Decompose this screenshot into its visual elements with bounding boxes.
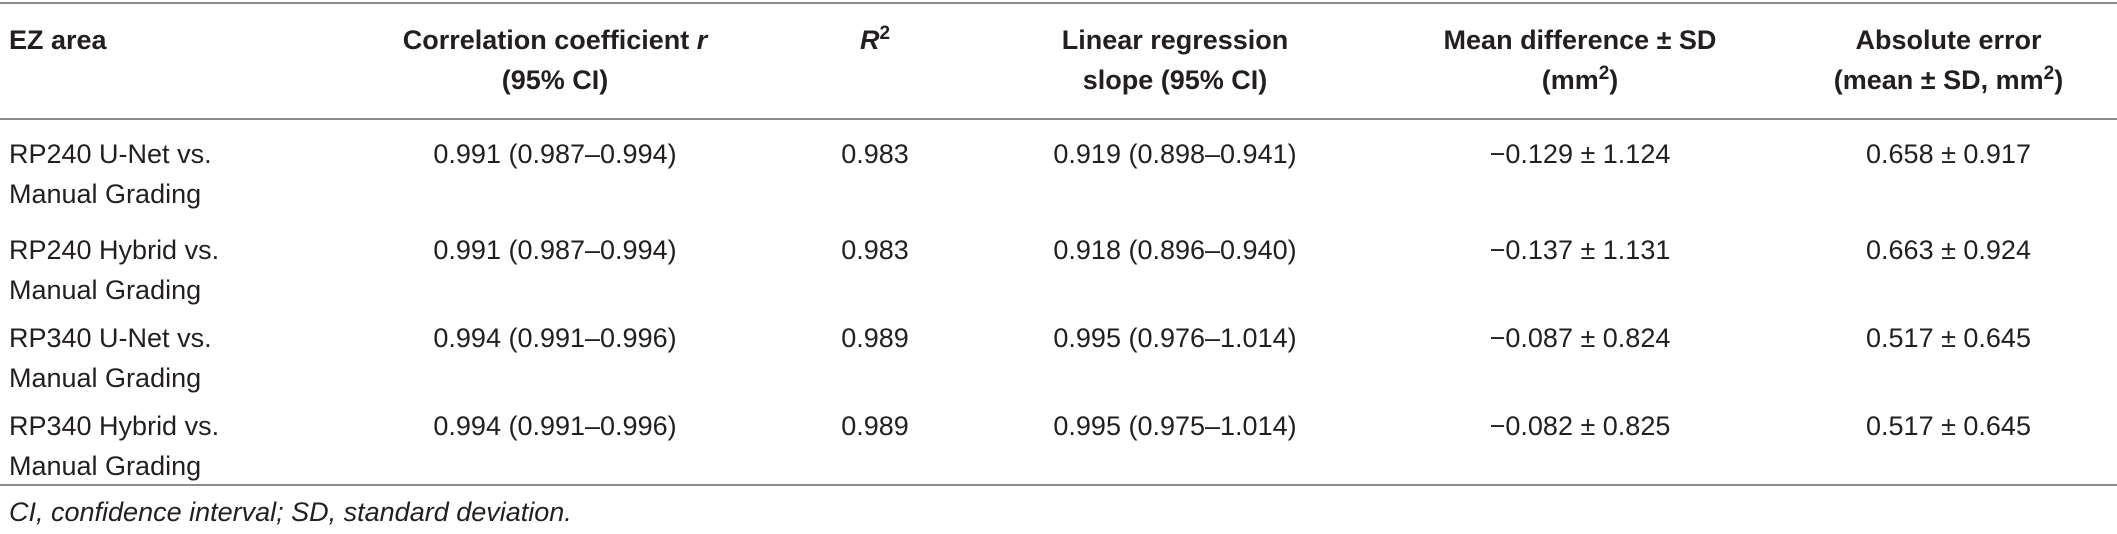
cell-ez-area-line1: RP340 U-Net vs. — [9, 323, 212, 353]
header-ez-area-label: EZ area — [9, 25, 107, 55]
cell-ez-area-line1: RP240 Hybrid vs. — [9, 235, 220, 265]
header-r-squared-base: R — [859, 25, 880, 55]
cell-r-squared: 0.983 — [841, 235, 909, 265]
cell-absolute-error: 0.517 ± 0.645 — [1866, 323, 2031, 353]
header-absolute-error: Absolute error (mean ± SD, mm2) — [1780, 4, 2117, 118]
table-row: RP240 U-Net vs. Manual Grading 0.991 (0.… — [0, 118, 2117, 230]
header-correlation-r: r — [696, 25, 708, 55]
cell-slope: 0.918 (0.896–0.940) — [1053, 235, 1297, 265]
header-mean-difference-unit: (mm — [1541, 65, 1599, 95]
cell-mean-difference: −0.137 ± 1.131 — [1489, 235, 1671, 265]
cell-ez-area: RP340 U-Net vs. Manual Grading — [0, 318, 330, 406]
header-slope: Linear regression slope (95% CI) — [970, 4, 1380, 118]
cell-ez-area-line2: Manual Grading — [9, 451, 202, 481]
header-slope-line1: Linear regression — [1061, 25, 1289, 55]
header-ez-area: EZ area — [0, 4, 330, 118]
table-row: RP340 Hybrid vs. Manual Grading 0.994 (0… — [0, 406, 2117, 494]
cell-ez-area: RP240 Hybrid vs. Manual Grading — [0, 230, 330, 318]
table-row: RP340 U-Net vs. Manual Grading 0.994 (0.… — [0, 318, 2117, 406]
table-header-rule — [0, 118, 2117, 120]
cell-absolute-error: 0.658 ± 0.917 — [1866, 139, 2031, 169]
header-mean-difference-close: ) — [1609, 65, 1619, 95]
cell-mean-difference: −0.087 ± 0.824 — [1489, 323, 1671, 353]
cell-r-squared: 0.989 — [841, 323, 909, 353]
table-row: RP240 Hybrid vs. Manual Grading 0.991 (0… — [0, 230, 2117, 318]
header-mean-difference-sup: 2 — [1598, 63, 1610, 84]
results-table: EZ area Correlation coefficient r (95% C… — [0, 4, 2117, 494]
header-absolute-error-unit: (mean ± SD, mm — [1833, 65, 2044, 95]
cell-mean-difference: −0.082 ± 0.825 — [1489, 411, 1671, 441]
cell-ez-area-line1: RP340 Hybrid vs. — [9, 411, 220, 441]
cell-r-squared: 0.989 — [841, 411, 909, 441]
header-mean-difference-line2: (mm2) — [1380, 60, 1780, 100]
header-absolute-error-line1: Absolute error — [1855, 25, 2042, 55]
cell-absolute-error: 0.517 ± 0.645 — [1866, 411, 2031, 441]
header-absolute-error-close: ) — [2054, 65, 2064, 95]
cell-ez-area-line1: RP240 U-Net vs. — [9, 139, 212, 169]
cell-correlation: 0.991 (0.987–0.994) — [433, 139, 677, 169]
header-mean-difference: Mean difference ± SD (mm2) — [1380, 4, 1780, 118]
cell-ez-area-line2: Manual Grading — [9, 275, 202, 305]
cell-correlation: 0.994 (0.991–0.996) — [433, 411, 677, 441]
header-mean-difference-line1: Mean difference ± SD — [1443, 25, 1717, 55]
cell-ez-area-line2: Manual Grading — [9, 179, 202, 209]
header-correlation-line1: Correlation coefficient r — [330, 20, 780, 60]
header-absolute-error-line2: (mean ± SD, mm2) — [1780, 60, 2117, 100]
header-slope-line2: slope (95% CI) — [1082, 65, 1268, 95]
table-footnote: CI, confidence interval; SD, standard de… — [9, 497, 572, 527]
cell-mean-difference: −0.129 ± 1.124 — [1489, 139, 1671, 169]
cell-slope: 0.995 (0.975–1.014) — [1053, 411, 1297, 441]
cell-ez-area: RP340 Hybrid vs. Manual Grading — [0, 406, 330, 494]
header-absolute-error-sup: 2 — [2043, 63, 2055, 84]
cell-slope: 0.919 (0.898–0.941) — [1053, 139, 1297, 169]
cell-absolute-error: 0.663 ± 0.924 — [1866, 235, 2031, 265]
cell-ez-area: RP240 U-Net vs. Manual Grading — [0, 118, 330, 230]
table-header-row: EZ area Correlation coefficient r (95% C… — [0, 4, 2117, 118]
cell-correlation: 0.991 (0.987–0.994) — [433, 235, 677, 265]
header-correlation-line2: (95% CI) — [501, 65, 609, 95]
cell-ez-area-line2: Manual Grading — [9, 363, 202, 393]
header-correlation-text: Correlation coefficient — [402, 25, 697, 55]
header-r-squared: R2 — [780, 4, 970, 118]
header-correlation: Correlation coefficient r (95% CI) — [330, 4, 780, 118]
cell-r-squared: 0.983 — [841, 139, 909, 169]
header-r-squared-sup: 2 — [879, 23, 891, 44]
cell-correlation: 0.994 (0.991–0.996) — [433, 323, 677, 353]
cell-slope: 0.995 (0.976–1.014) — [1053, 323, 1297, 353]
table-bottom-rule — [0, 484, 2117, 486]
table-top-rule — [0, 2, 2117, 4]
